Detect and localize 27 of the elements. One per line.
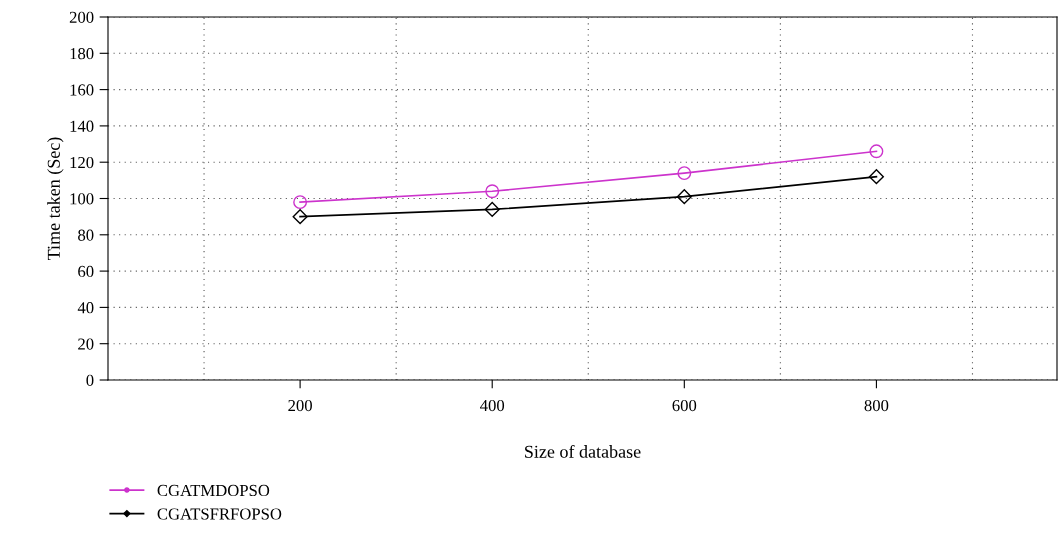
point xyxy=(677,166,692,181)
y-tick-label: 80 xyxy=(78,229,94,241)
y-tick-label: 40 xyxy=(77,302,94,314)
legend-label: CGATSFRFOPSO xyxy=(157,508,282,520)
y-tick-label: 140 xyxy=(70,120,94,132)
point xyxy=(868,169,884,185)
legend-label: CGATMDOPSO xyxy=(157,484,270,497)
y-tick-label: 160 xyxy=(70,84,94,96)
point xyxy=(485,184,500,199)
y-tick-label: 60 xyxy=(78,265,94,278)
x-tick-label: 800 xyxy=(864,399,889,412)
x-tick-label: 400 xyxy=(480,399,505,412)
point xyxy=(292,209,308,225)
y-tick-label: 200 xyxy=(69,11,94,23)
point xyxy=(293,195,308,210)
y-axis-title: Time taken (Sec) xyxy=(47,137,64,261)
y-tick-label: 0 xyxy=(86,374,94,386)
y-tick-label: 100 xyxy=(70,193,94,205)
point xyxy=(676,189,692,205)
y-tick-label: 180 xyxy=(70,48,94,60)
point xyxy=(484,201,500,217)
y-tick-label: 20 xyxy=(78,338,94,350)
y-tick-label: 120 xyxy=(70,156,94,169)
x-tick-label: 600 xyxy=(672,399,697,412)
point xyxy=(869,144,884,159)
x-axis-title: Size of database xyxy=(525,444,641,458)
x-tick-label: 200 xyxy=(288,399,312,412)
